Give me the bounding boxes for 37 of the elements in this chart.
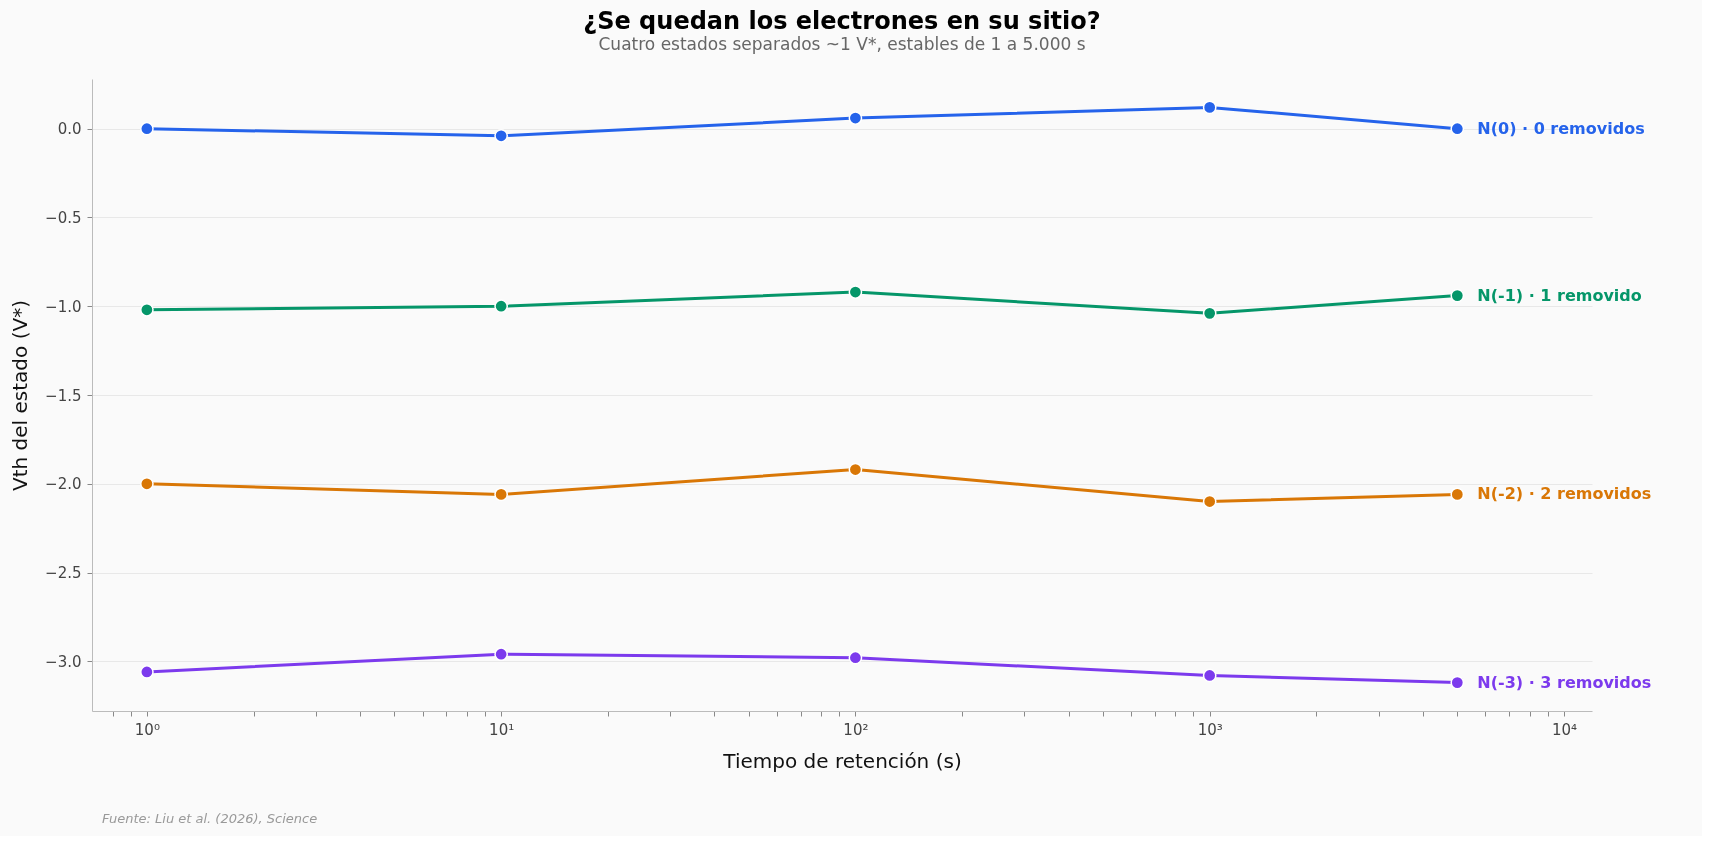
y-tick-label: 0.0 (57, 120, 82, 139)
x-axis-title: Tiempo de retención (s) (722, 748, 962, 773)
point (1202, 100, 1217, 115)
point (848, 462, 863, 477)
point (848, 650, 863, 665)
x-tick-label: 10¹ (489, 720, 515, 739)
point (494, 128, 509, 143)
y-tick-label: −1.0 (45, 297, 82, 316)
y-tick-label: −2.5 (45, 564, 82, 583)
point (1202, 306, 1217, 321)
chart-title: ¿Se quedan los electrones en su sitio? (583, 7, 1101, 35)
x-tick-label: 10⁴ (1551, 720, 1577, 739)
y-tick-label: −0.5 (45, 208, 82, 227)
series-label: N(-2) · 2 removidos (1477, 484, 1652, 504)
point (848, 285, 863, 299)
series-label: N(-1) · 1 removido (1477, 285, 1642, 305)
point (140, 665, 154, 679)
y-axis-title: Vth del estado (V*) (8, 300, 33, 491)
x-tick-label: 10³ (1197, 720, 1223, 739)
point (848, 111, 863, 125)
point (140, 121, 154, 136)
x-tick-label: 10² (843, 720, 869, 739)
point (494, 647, 509, 662)
series-label: N(0) · 0 removidos (1477, 118, 1645, 138)
y-tick-label: −3.0 (45, 652, 82, 671)
y-tick-label: −1.5 (45, 386, 82, 405)
point (140, 476, 154, 491)
chart-subtitle: Cuatro estados separados ~1 V*, estables de 1 a 5.000 s (598, 34, 1086, 54)
x-tick-label: 10⁰ (134, 720, 160, 739)
point (1202, 668, 1217, 683)
point (1202, 494, 1217, 509)
series-label: N(-3) · 3 removidos (1477, 672, 1652, 692)
source-note: Fuente: Liu et al. (2026), Science (102, 811, 318, 826)
y-tick-label: −2.0 (45, 475, 82, 494)
point (140, 302, 154, 317)
point (494, 487, 509, 502)
point (494, 299, 509, 314)
